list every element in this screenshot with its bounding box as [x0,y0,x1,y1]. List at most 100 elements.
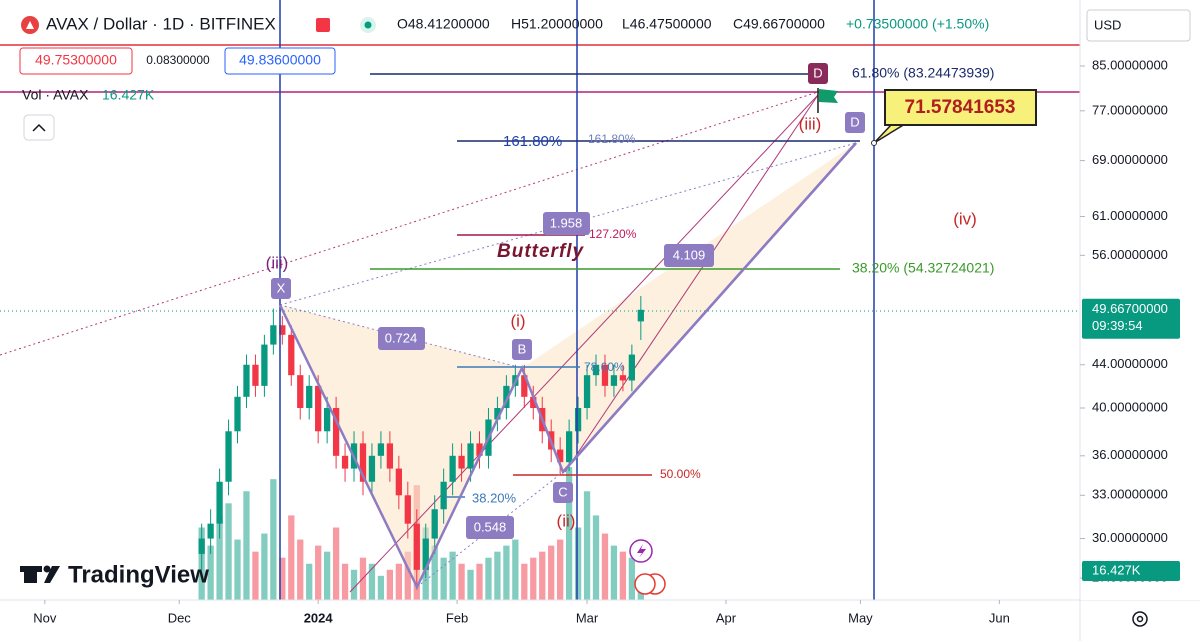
candle-body [503,385,510,409]
ratio-box [664,244,714,267]
candle-body [610,375,618,386]
flag-marker[interactable] [316,18,330,32]
y-tick-label: 44.00000000 [1092,356,1168,371]
ohlc-open: O48.41200000 [397,16,490,32]
volume-bar [530,557,537,600]
volume-value: 16.427K [102,87,155,103]
ratio-box [466,516,514,539]
price-axis: 85.00000000 77.00000000 69.00000000 61.0000… [1080,57,1180,584]
x-tick-label: Feb [446,610,468,625]
candle-body [637,309,644,322]
volume-bar [252,551,259,600]
volume-bar [628,557,636,600]
y-tick-label: 56.00000000 [1092,247,1168,262]
candle-body [530,396,537,409]
volume-bar [521,563,528,600]
buy-button[interactable] [224,47,336,75]
volume-bar [539,551,546,600]
callout-text: 71.57841653 [905,97,1016,118]
volume-bar [279,557,286,600]
volume-bar [225,503,232,600]
ratio-label: 0.724 [385,330,418,345]
flag [819,89,838,103]
point-box [271,278,291,299]
volume-bar [395,563,402,600]
volume-bar [386,569,394,600]
currency-button[interactable] [1086,9,1191,42]
point-box [808,63,828,84]
volume-bar [485,557,492,600]
candle-body [386,443,394,469]
sell-price[interactable]: 49.75300000 [35,52,117,68]
candle-body [476,443,483,456]
y-tick-label: 30.00000000 [1092,530,1168,545]
sell-button[interactable] [19,47,133,75]
volume-bar [512,539,519,600]
logo: TradingView [20,561,209,588]
volume-bar [467,569,474,600]
currency[interactable]: USD [1094,17,1121,32]
candle-body [557,449,564,463]
candle-body [565,431,573,463]
trend-line [349,94,819,593]
volume-bar [216,515,223,600]
candle-body [270,325,277,345]
candle-body [395,468,402,496]
volume-label: Vol · AVAX [22,87,89,103]
volume-bar [503,545,510,600]
candle-body [404,495,411,524]
symbol[interactable]: AVAX / Dollar · 1D · BITFINEX [46,14,276,33]
ratio-label: 0.548 [474,519,507,534]
volume-bar [270,479,277,600]
x-tick-label: 2024 [304,610,334,625]
point-box [845,112,865,133]
x-tick-label: Apr [716,610,737,625]
candle-body [225,431,232,482]
candle-body [574,408,582,432]
volume-bar [234,539,241,600]
callout-box [884,89,1037,126]
buy-price[interactable]: 49.83600000 [239,52,321,68]
candle-body [207,523,214,539]
fib-label: 38.20% [472,490,517,505]
volume-bar [377,575,385,600]
point-label: D [850,114,859,129]
time-axis: Nov Dec 2024 Feb Mar Apr May Jun [33,600,1010,625]
drawings: 61.80% (83.24473939) 38.20% (54.32724021… [0,0,1080,600]
candle-body [413,523,420,570]
fib-label: 161.80% [503,133,562,150]
fib-label: 161.80% [588,132,636,146]
ratio-box [378,327,425,350]
pattern-fill [280,305,522,587]
volume-bar [350,569,358,600]
point-label: X [277,280,286,295]
volume-bar [458,563,465,600]
volume-bar [574,527,582,600]
volume-bar [548,545,555,600]
settings-icon[interactable] [1132,611,1148,627]
candle-body [288,334,295,376]
fib-label: 78.60% [584,360,625,374]
candle-body [368,455,376,482]
wave-label: (i) [510,311,525,330]
point-label: C [558,484,567,499]
candle-body [216,481,223,524]
volume-bar [243,491,250,600]
pattern-line [562,142,857,473]
x-tick-label: Dec [168,610,192,625]
countdown: 09:39:54 [1092,318,1143,333]
candle-body [315,385,322,432]
symbol-icon-mark [26,21,34,29]
collapse-button[interactable] [23,114,55,141]
collapse-icon[interactable] [32,123,46,132]
last-price-box [1082,298,1180,339]
volume-bar [315,545,322,600]
y-tick-label: 85.00000000 [1092,57,1168,72]
volume-axis-box [1082,561,1180,581]
candle-body [234,396,241,432]
candle-body [494,408,501,420]
volume-bar [592,515,600,600]
candle-body [583,375,591,409]
candle-body [243,364,250,397]
